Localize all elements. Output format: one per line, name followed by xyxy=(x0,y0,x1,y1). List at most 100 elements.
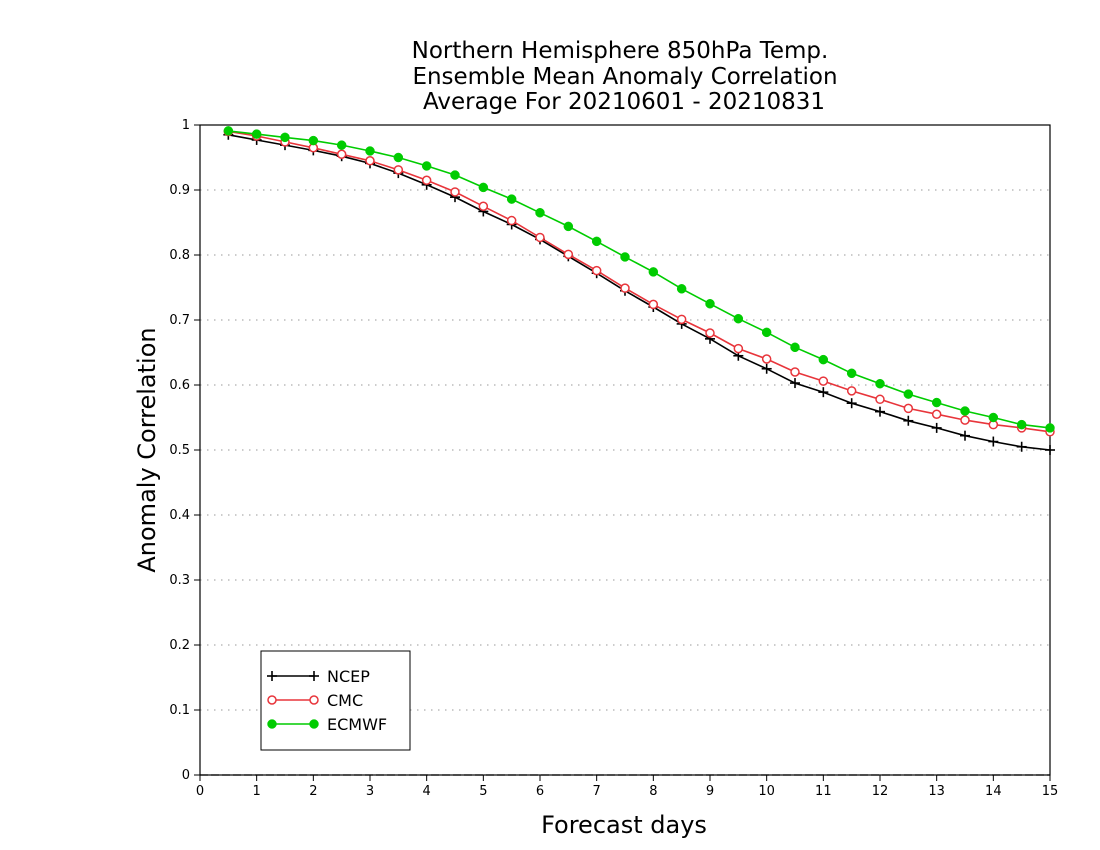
axis-ticks: 00.10.20.30.40.50.60.70.80.910 1 2 3 4 5 6 7 8 9 1… xyxy=(169,118,1058,799)
data-point-cmc xyxy=(733,343,744,354)
data-point-ecmwf xyxy=(620,252,630,262)
data-point-cmc xyxy=(506,215,517,226)
y-tick-label: 0.1 xyxy=(169,703,190,718)
y-tick-label: 0.2 xyxy=(169,638,190,653)
x-tick-label: 4 xyxy=(423,784,431,799)
y-tick-label: 0.6 xyxy=(169,378,190,393)
data-point-ncep xyxy=(875,406,885,417)
legend-marker-cmc xyxy=(309,695,319,705)
data-point-ncep xyxy=(846,398,857,409)
data-point-ecmwf xyxy=(846,368,857,379)
data-point-ecmwf xyxy=(450,170,460,180)
x-tick-label: 2 xyxy=(309,784,317,799)
legend-label-ncep: NCEP xyxy=(327,667,370,686)
x-tick-label: 11 xyxy=(815,784,832,799)
data-point-ecmwf xyxy=(761,327,772,338)
data-point-ecmwf xyxy=(790,342,800,353)
y-tick-label: 0.8 xyxy=(169,248,190,263)
data-point-ecmwf xyxy=(223,126,234,136)
data-point-cmc xyxy=(393,165,404,175)
data-point-ncep xyxy=(988,436,999,447)
data-point-ncep xyxy=(960,430,970,441)
x-tick-label: 8 xyxy=(649,784,657,799)
x-tick-label: 6 xyxy=(536,784,544,799)
data-point-cmc xyxy=(960,415,970,425)
x-tick-label: 13 xyxy=(928,784,945,799)
series-ncep xyxy=(223,129,1055,455)
data-point-ncep xyxy=(903,415,914,426)
data-point-cmc xyxy=(761,354,772,364)
data-point-cmc xyxy=(421,175,432,185)
data-point-ecmwf xyxy=(506,194,517,204)
x-tick-label: 15 xyxy=(1042,784,1059,799)
data-point-ncep xyxy=(931,422,942,433)
data-point-ncep xyxy=(761,363,772,374)
data-point-cmc xyxy=(676,314,687,325)
x-tick-label: 1 xyxy=(253,784,261,799)
data-point-cmc xyxy=(365,156,375,166)
x-tick-label: 5 xyxy=(479,784,487,799)
data-point-ecmwf xyxy=(1045,423,1055,433)
legend-marker-ecmwf xyxy=(267,719,277,729)
data-point-cmc xyxy=(478,201,489,211)
y-axis-label: Anomaly Correlation xyxy=(133,327,161,572)
data-point-ecmwf xyxy=(251,129,262,139)
x-tick-label: 10 xyxy=(758,784,775,799)
series-ecmwf xyxy=(223,126,1055,433)
data-point-cmc xyxy=(818,376,829,386)
data-point-cmc xyxy=(903,403,914,414)
data-point-ncep xyxy=(790,378,800,389)
data-point-ecmwf xyxy=(733,313,744,324)
data-point-ecmwf xyxy=(818,354,829,365)
y-tick-label: 1 xyxy=(182,118,190,133)
data-point-ecmwf xyxy=(960,406,970,416)
x-tick-label: 7 xyxy=(593,784,601,799)
chart-title-line-3: Average For 20210601 - 20210831 xyxy=(423,89,825,115)
data-point-ecmwf xyxy=(421,161,432,171)
legend-marker-cmc xyxy=(267,695,277,705)
chart-title: Northern Hemisphere 850hPa Temp. Ensembl… xyxy=(412,38,838,115)
data-point-ncep xyxy=(1045,445,1055,455)
legend-marker-ncep xyxy=(309,671,319,681)
data-point-cmc xyxy=(336,149,347,159)
x-axis-label: Forecast days xyxy=(541,811,707,839)
chart-title-line-1: Northern Hemisphere 850hPa Temp. xyxy=(412,38,829,64)
data-point-ecmwf xyxy=(676,284,687,294)
legend-label-ecmwf: ECMWF xyxy=(327,715,387,734)
data-point-ecmwf xyxy=(365,146,375,156)
y-tick-label: 0.5 xyxy=(169,443,190,458)
data-series xyxy=(223,126,1055,455)
y-tick-label: 0.3 xyxy=(169,573,190,588)
data-point-cmc xyxy=(705,328,715,338)
y-tick-label: 0 xyxy=(182,768,190,783)
y-tick-label: 0.9 xyxy=(169,183,190,198)
data-point-ecmwf xyxy=(903,389,914,399)
data-point-ncep xyxy=(818,387,829,398)
data-point-ecmwf xyxy=(308,135,319,146)
data-point-cmc xyxy=(790,367,800,377)
data-point-ecmwf xyxy=(478,182,489,193)
data-point-cmc xyxy=(931,409,942,419)
data-point-ecmwf xyxy=(535,208,545,218)
y-tick-label: 0.7 xyxy=(169,313,190,328)
y-tick-label: 0.4 xyxy=(169,508,190,523)
data-point-cmc xyxy=(846,386,857,396)
data-point-ecmwf xyxy=(336,140,347,150)
data-point-cmc xyxy=(591,265,602,276)
series-line-ecmwf xyxy=(228,130,1051,429)
data-point-cmc xyxy=(648,299,659,310)
legend-marker-ncep xyxy=(267,671,277,681)
x-tick-label: 14 xyxy=(985,784,1002,799)
data-point-ecmwf xyxy=(280,132,290,143)
data-point-ecmwf xyxy=(563,221,574,232)
data-point-cmc xyxy=(450,187,460,197)
series-cmc xyxy=(223,126,1055,437)
data-point-ecmwf xyxy=(648,267,659,277)
data-point-ecmwf xyxy=(393,152,404,163)
data-point-cmc xyxy=(563,249,574,260)
x-tick-label: 0 xyxy=(196,784,204,799)
x-tick-label: 12 xyxy=(872,784,889,799)
series-line-cmc xyxy=(228,130,1051,433)
data-point-cmc xyxy=(875,394,885,405)
